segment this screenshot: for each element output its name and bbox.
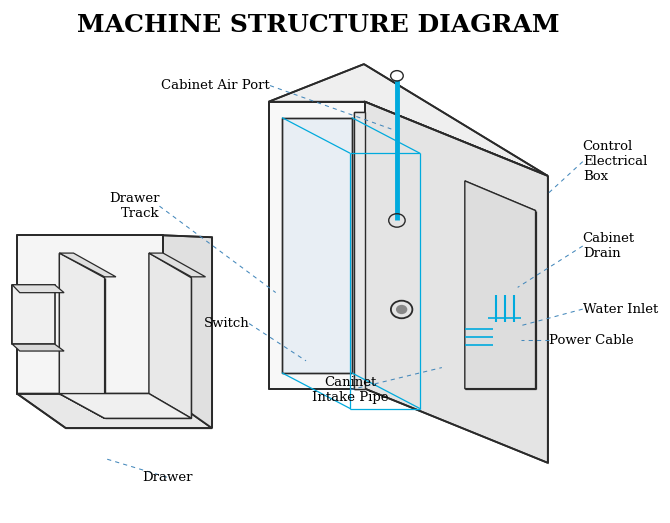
Polygon shape (269, 64, 548, 176)
Text: Cabinet Air Port: Cabinet Air Port (161, 79, 270, 92)
Polygon shape (12, 285, 55, 344)
Text: Drawer
Track: Drawer Track (109, 192, 159, 220)
Polygon shape (465, 181, 535, 389)
Polygon shape (365, 101, 548, 463)
Polygon shape (149, 253, 206, 277)
Polygon shape (354, 111, 365, 389)
Polygon shape (163, 235, 212, 428)
Text: Drawer: Drawer (142, 471, 192, 484)
Polygon shape (60, 394, 192, 418)
Polygon shape (17, 394, 212, 428)
Text: Cabinet
Drain: Cabinet Drain (583, 232, 635, 260)
Polygon shape (12, 285, 64, 293)
Polygon shape (282, 118, 352, 373)
Text: Control
Electrical
Box: Control Electrical Box (583, 140, 647, 183)
Polygon shape (12, 344, 64, 351)
Text: MACHINE STRUCTURE DIAGRAM: MACHINE STRUCTURE DIAGRAM (78, 13, 560, 37)
Polygon shape (60, 253, 116, 277)
Text: Caninet
Intake Pipe: Caninet Intake Pipe (312, 376, 389, 404)
Polygon shape (60, 253, 105, 418)
Text: Switch: Switch (204, 317, 249, 330)
Text: Water Inlet: Water Inlet (583, 303, 658, 315)
Polygon shape (17, 235, 163, 394)
Polygon shape (149, 253, 192, 418)
Circle shape (396, 305, 407, 314)
Text: Power Cable: Power Cable (549, 334, 634, 347)
Polygon shape (269, 101, 365, 389)
